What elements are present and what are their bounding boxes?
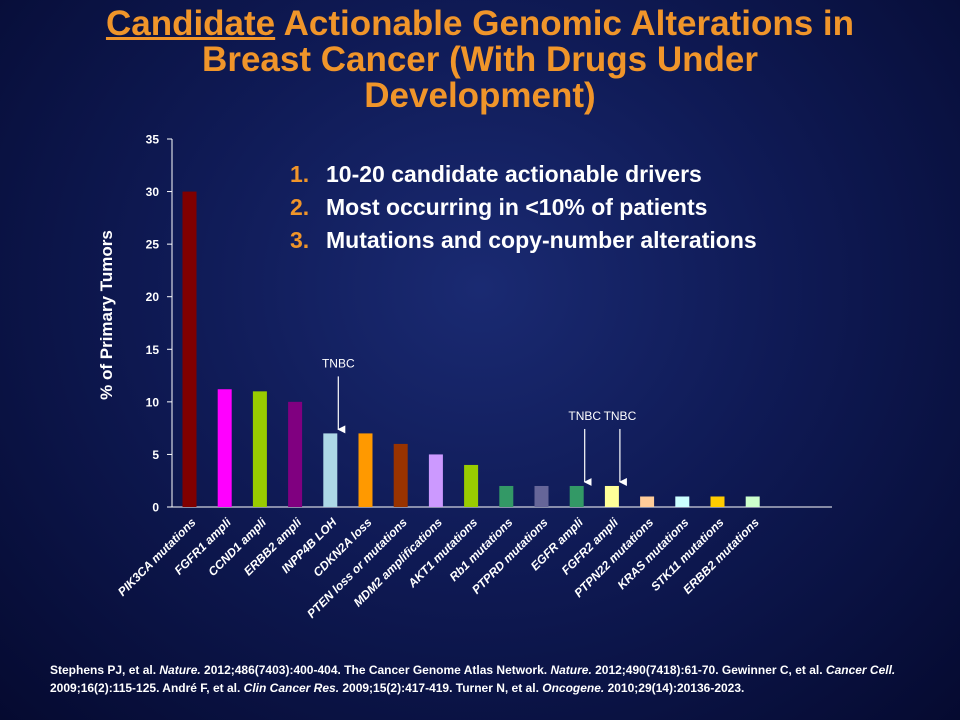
ref-journal: Nature. — [159, 663, 201, 677]
ref-text: 2010;29(14):20136-2023. — [604, 681, 745, 695]
key-point-number: 1. — [290, 161, 310, 187]
bar — [499, 485, 514, 507]
y-tick-label: 20 — [146, 290, 160, 304]
key-points-list: 1. 10-20 candidate actionable drivers 2. M… — [290, 158, 757, 257]
key-point-number: 2. — [290, 194, 310, 220]
chart-bars — [182, 191, 760, 508]
bar — [217, 389, 232, 507]
y-tick-label: 0 — [152, 501, 159, 515]
title-line3: Development) — [364, 76, 596, 115]
y-tick-label: 25 — [146, 238, 160, 252]
bar — [745, 496, 760, 507]
key-point-3: 3. Mutations and copy-number alterations — [290, 224, 757, 257]
key-point-number: 3. — [290, 227, 310, 253]
ref-journal: Clin Cancer Res. — [243, 681, 340, 695]
annotation-label: TNBC — [604, 409, 637, 423]
bar — [252, 391, 267, 507]
key-point-text: Most occurring in <10% of patients — [326, 194, 708, 220]
ref-journal: Nature. — [550, 663, 592, 677]
ref-journal: Oncogene. — [542, 681, 605, 695]
bar — [464, 464, 479, 507]
ref-text: 2012;490(7418):61-70. Gewinner C, et al. — [591, 663, 826, 677]
title-line1-rest: Actionable Genomic Alterations in — [275, 4, 855, 43]
bar — [640, 496, 655, 507]
ref-text: 2009;16(2):115-125. André F, et al. — [50, 681, 244, 695]
annotation-label: TNBC — [568, 409, 601, 423]
bar — [358, 433, 373, 507]
y-tick-label: 35 — [146, 133, 160, 147]
ref-journal: Cancer Cell. — [825, 663, 896, 677]
y-axis-label: % of Primary Tumors — [97, 230, 116, 400]
references-footer: Stephens PJ, et al. Nature. 2012;486(740… — [50, 661, 930, 697]
bar — [393, 443, 408, 507]
bar — [675, 496, 690, 507]
ref-text: 2009;15(2):417-419. Turner N, et al. — [339, 681, 543, 695]
key-point-2: 2. Most occurring in <10% of patients — [290, 191, 757, 224]
bar — [428, 454, 443, 507]
title-underlined-word: Candidate — [105, 4, 276, 43]
y-tick-label: 30 — [146, 185, 160, 199]
y-tick-label: 5 — [152, 448, 159, 462]
bar — [710, 496, 725, 507]
slide-title: Candidate Actionable Genomic Alterations… — [10, 6, 950, 114]
annotation-label: TNBC — [322, 356, 355, 370]
bar — [604, 485, 619, 507]
bar — [569, 485, 584, 507]
bar — [323, 433, 338, 507]
y-tick-label: 10 — [146, 395, 160, 409]
title-line2: Breast Cancer (With Drugs Under — [202, 40, 758, 79]
bar — [288, 401, 303, 507]
key-point-text: 10-20 candidate actionable drivers — [326, 161, 702, 187]
bar — [534, 485, 549, 507]
bar — [182, 191, 197, 508]
y-tick-label: 15 — [146, 343, 160, 357]
ref-text: Stephens PJ, et al. — [50, 663, 160, 677]
key-point-text: Mutations and copy-number alterations — [326, 227, 757, 253]
key-point-1: 1. 10-20 candidate actionable drivers — [290, 158, 757, 191]
ref-text: 2012;486(7403):400-404. The Cancer Genom… — [200, 663, 551, 677]
